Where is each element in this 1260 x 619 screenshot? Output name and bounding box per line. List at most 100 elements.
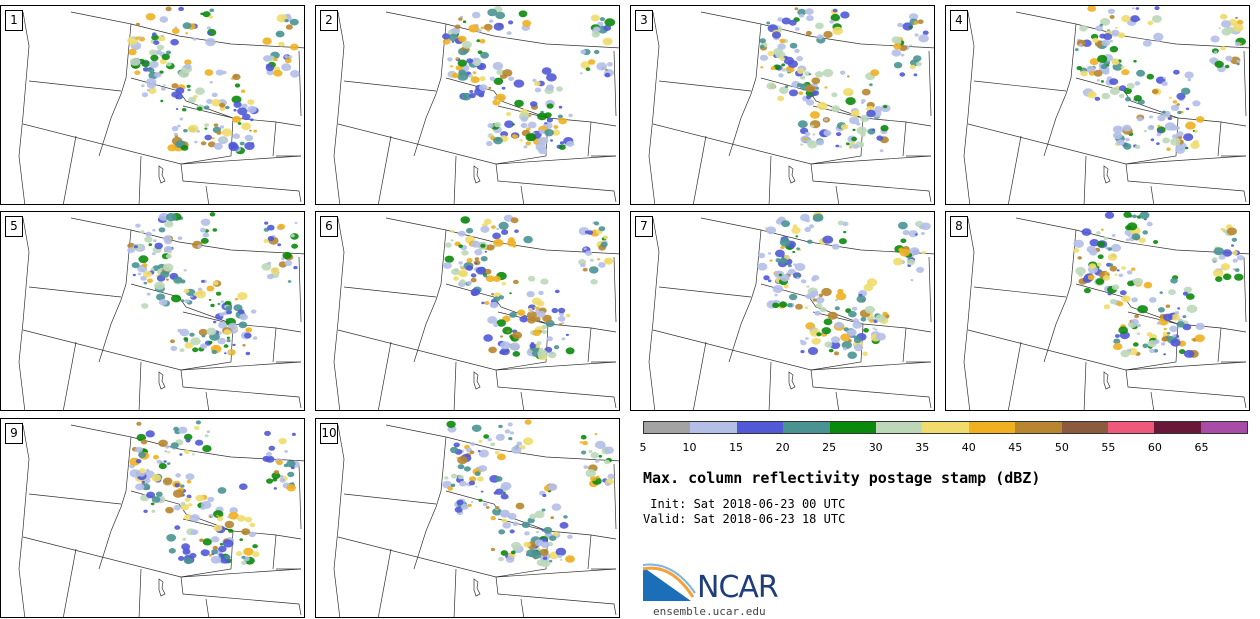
storm-cell: [847, 351, 857, 359]
storm-cell: [173, 504, 181, 511]
storm-cell: [262, 37, 272, 45]
storm-cell: [504, 429, 511, 434]
storm-cell: [237, 107, 248, 116]
storm-cell: [290, 234, 295, 238]
storm-cell: [158, 463, 167, 470]
storm-cell: [1117, 32, 1126, 39]
storm-cell: [175, 93, 184, 100]
state-boundary: [1008, 135, 1022, 204]
storm-cell: [481, 301, 485, 305]
storm-cell: [830, 13, 841, 22]
storm-cell: [908, 13, 919, 21]
storm-cell: [1073, 239, 1084, 248]
storm-cell: [291, 243, 298, 249]
storm-cell: [800, 213, 810, 222]
storm-cell: [532, 78, 537, 82]
storm-cell: [450, 229, 455, 233]
storm-cell: [1109, 298, 1117, 305]
storm-cell: [453, 276, 459, 281]
storm-cell: [184, 59, 192, 65]
storm-cell: [450, 483, 456, 488]
storm-cell: [840, 11, 850, 19]
storm-cell: [1157, 124, 1161, 128]
storm-cell: [553, 345, 560, 350]
storm-cell: [1163, 77, 1166, 80]
storm-cell: [1165, 304, 1171, 308]
storm-cell: [226, 339, 231, 343]
state-boundary: [652, 329, 932, 371]
storm-cell: [856, 295, 867, 303]
storm-cell: [286, 460, 296, 468]
storm-cell: [1221, 20, 1231, 28]
storm-cell: [795, 303, 803, 310]
storm-cell: [277, 243, 282, 247]
colorbar-swatch: [1107, 422, 1155, 433]
storm-cell: [466, 227, 474, 234]
storm-cell: [510, 431, 514, 435]
storm-cell: [250, 118, 254, 122]
storm-cell: [893, 43, 902, 50]
storm-cell: [150, 502, 155, 506]
storm-cell: [1167, 331, 1171, 335]
storm-cell: [1089, 239, 1100, 247]
storm-cell: [565, 333, 569, 337]
storm-cell: [1226, 227, 1237, 236]
storm-cell: [585, 250, 593, 256]
storm-cell: [535, 143, 546, 151]
state-boundary: [138, 568, 142, 617]
storm-cell: [780, 245, 785, 250]
figure-title: Max. column reflectivity postage stamp (…: [643, 469, 1041, 487]
reflectivity-map: [18, 212, 304, 410]
storm-cell: [158, 227, 166, 233]
storm-cell: [1112, 125, 1123, 134]
storm-cell: [1125, 238, 1130, 242]
storm-cell: [197, 244, 202, 249]
storm-cell: [1136, 323, 1142, 328]
storm-cell: [1109, 46, 1119, 53]
storm-cell: [1172, 334, 1177, 338]
storm-cell: [505, 112, 512, 116]
storm-cell: [856, 122, 861, 126]
storm-cell: [508, 20, 514, 25]
storm-cell: [273, 470, 280, 475]
storm-cell: [921, 250, 926, 255]
storm-cell: [507, 239, 517, 247]
storm-cell: [239, 313, 248, 321]
storm-cell: [504, 120, 514, 128]
storm-cell: [247, 99, 255, 105]
storm-cell: [561, 322, 565, 324]
storm-cell: [469, 450, 475, 455]
storm-cell: [1100, 18, 1111, 26]
storm-cell: [765, 226, 777, 235]
storm-cell: [146, 278, 153, 284]
storm-cell: [810, 124, 815, 128]
storm-cell: [1232, 250, 1238, 255]
storm-cell: [788, 89, 799, 97]
storm-cell: [914, 33, 919, 37]
storm-cell: [1106, 64, 1110, 67]
storm-cell: [791, 226, 801, 234]
storm-cell: [767, 252, 772, 255]
storm-cell: [526, 127, 531, 131]
state-boundary: [453, 361, 457, 410]
storm-cell: [869, 319, 874, 323]
storm-cell: [475, 266, 486, 275]
storm-cell: [595, 459, 600, 463]
storm-cell: [915, 61, 922, 67]
storm-cell: [470, 500, 474, 503]
storm-cell: [838, 145, 843, 148]
storm-cell: [492, 508, 502, 516]
storm-cell: [183, 269, 187, 272]
storm-cell: [549, 559, 553, 563]
storm-cell: [200, 343, 208, 349]
storm-cell: [458, 244, 463, 248]
storm-cell: [279, 474, 284, 478]
storm-cell: [461, 40, 472, 49]
storm-cell: [458, 17, 463, 21]
storm-cell: [883, 105, 888, 109]
storm-cell: [534, 87, 542, 93]
storm-cell: [289, 43, 299, 51]
storm-cell: [183, 557, 193, 565]
state-boundary: [63, 548, 77, 617]
storm-cell: [1110, 243, 1122, 252]
